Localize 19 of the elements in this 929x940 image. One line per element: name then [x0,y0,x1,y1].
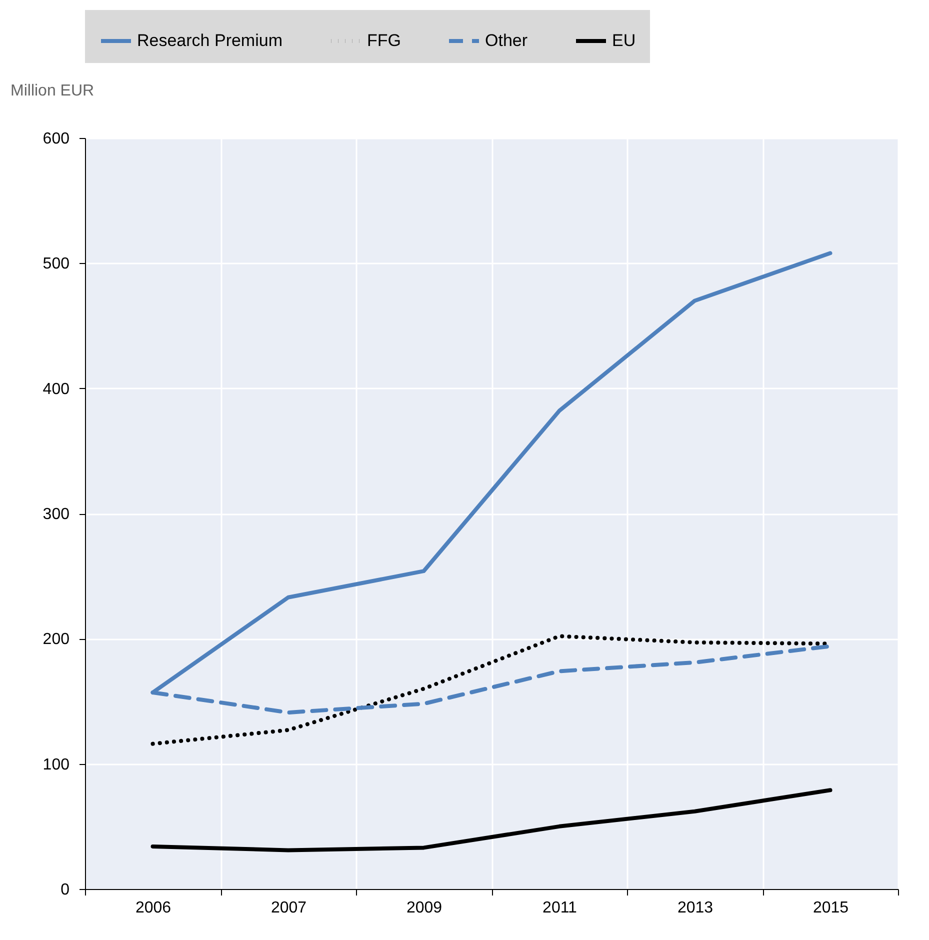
legend-label: EU [612,31,636,50]
x-tick-label: 2011 [542,900,578,916]
x-tick-label: 2013 [677,900,714,916]
x-tick-label: 2007 [270,900,307,916]
y-tick-label: 100 [42,756,70,774]
x-tick-label: 2015 [812,900,849,916]
y-tick-label: 500 [42,256,70,273]
y-axis-title: Million EUR [10,82,94,100]
y-tick-label: 400 [42,380,70,398]
y-tick-label: 0 [60,882,70,898]
y-tick-label: 200 [42,631,70,648]
legend-label: Research Premium [137,31,282,50]
y-tick-label: 600 [42,130,70,148]
legend-label: FFG [367,31,401,50]
line-series [150,788,832,852]
y-tick-label: 300 [42,506,70,523]
x-tick-label: 2009 [406,900,442,916]
legend-label: Other [485,31,528,50]
x-tick-label: 2006 [135,900,172,916]
